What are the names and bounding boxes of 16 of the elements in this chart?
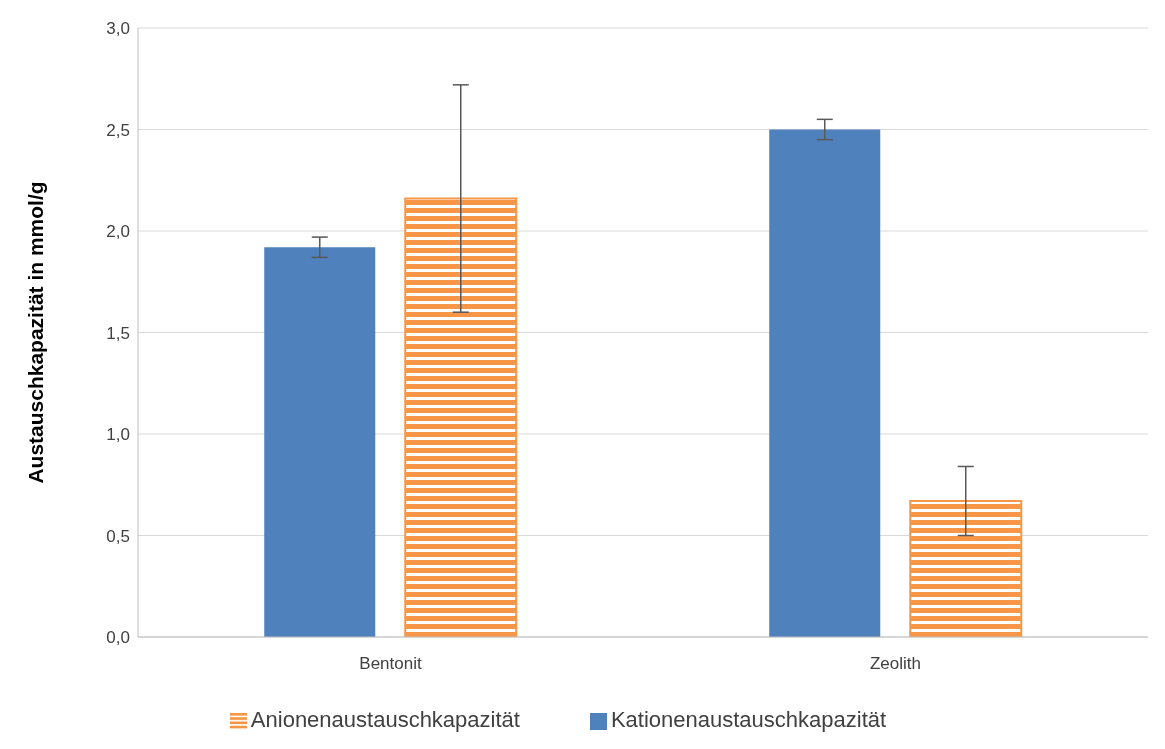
y-tick-label: 0,5: [106, 526, 130, 546]
y-tick-label: 1,5: [106, 323, 130, 343]
y-tick-label: 2,0: [106, 222, 130, 242]
legend-label: Anionenaustauschkapazität: [250, 707, 520, 732]
bar: [769, 129, 881, 637]
y-tick-label: 0,0: [106, 628, 130, 648]
y-axis-title: Austauschkapazität in mmol/g: [24, 181, 48, 484]
y-tick-label: 2,5: [106, 120, 130, 140]
bar: [404, 197, 518, 637]
x-tick-label: Zeolith: [869, 654, 922, 674]
y-tick-label: 1,0: [106, 425, 130, 445]
bar: [909, 499, 1023, 637]
legend-label: Kationenaustauschkapazität: [610, 707, 887, 732]
x-tick-label: Bentonit: [359, 654, 422, 674]
bar: [264, 247, 376, 637]
y-tick-label: 3,0: [106, 19, 130, 39]
